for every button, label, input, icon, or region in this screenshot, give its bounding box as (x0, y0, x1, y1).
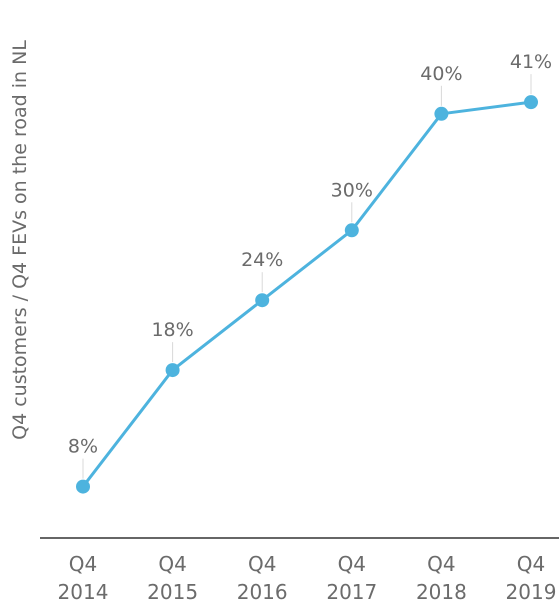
data-label-0: 8% (68, 436, 98, 458)
data-label-2: 24% (241, 249, 283, 271)
x-tick-label-1: Q4 2015 (147, 552, 198, 604)
data-point-5 (524, 95, 538, 110)
data-label-3: 30% (331, 179, 373, 201)
data-label-5: 41% (510, 51, 552, 73)
series-line (81, 100, 532, 488)
data-point-4 (434, 106, 449, 121)
data-points (76, 95, 538, 494)
leader-lines (82, 74, 532, 479)
x-tick-label-5: Q4 2019 (506, 552, 557, 604)
data-labels: 8% 18% 24% 30% 40% 41% (68, 51, 552, 457)
x-tick-labels: Q4 2014 Q4 2015 Q4 2016 Q4 2017 Q4 2018 Q4 2019 (58, 552, 557, 604)
data-point-0 (76, 479, 90, 494)
data-label-1: 18% (151, 319, 193, 341)
x-tick-label-0: Q4 2014 (58, 552, 109, 604)
x-tick-label-3: Q4 2017 (326, 552, 377, 604)
data-point-2 (255, 293, 270, 308)
data-point-1 (165, 363, 180, 378)
x-tick-label-2: Q4 2016 (237, 552, 288, 604)
x-tick-label-4: Q4 2018 (416, 552, 467, 604)
data-point-3 (344, 223, 359, 238)
y-axis-label: Q4 customers / Q4 FEVs on the road in NL (9, 40, 31, 440)
data-label-4: 40% (420, 63, 462, 85)
